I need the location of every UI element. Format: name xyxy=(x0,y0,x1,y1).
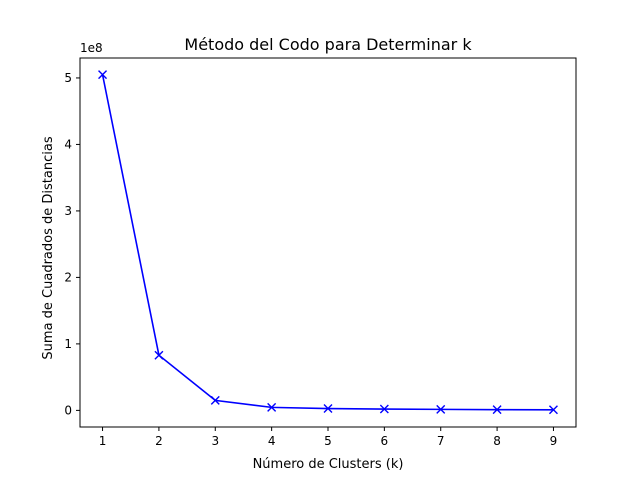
y-tick-label: 5 xyxy=(64,71,72,85)
x-tick-label: 2 xyxy=(155,434,163,448)
x-tick-label: 1 xyxy=(99,434,107,448)
y-tick-label: 0 xyxy=(64,403,72,417)
y-tick-label: 1 xyxy=(64,337,72,351)
axes-frame xyxy=(79,57,577,428)
chart-title: Método del Codo para Determinar k xyxy=(184,35,472,54)
y-tick-label: 3 xyxy=(64,204,72,218)
data-point-marker xyxy=(210,395,220,405)
y-axis-label: Suma de Cuadrados de Distancias xyxy=(41,136,56,359)
plot-area: 1 2 3 4 5 6 7 8 9 0 1 2 3 4 5 xyxy=(64,57,577,448)
data-point-marker xyxy=(323,404,333,414)
data-point-marker xyxy=(267,402,277,412)
x-tick-label: 3 xyxy=(211,434,219,448)
series-line xyxy=(101,74,554,411)
data-point-marker xyxy=(436,404,446,414)
x-tick-label: 7 xyxy=(437,434,445,448)
x-tick-label: 6 xyxy=(381,434,389,448)
x-tick-label: 4 xyxy=(268,434,276,448)
x-tick-label: 5 xyxy=(324,434,332,448)
data-point-marker xyxy=(548,405,558,415)
y-tick-label: 4 xyxy=(64,137,72,151)
data-point-marker xyxy=(492,405,502,415)
data-point-marker xyxy=(154,350,164,360)
x-tick-label: 8 xyxy=(493,434,501,448)
y-scale-label: 1e8 xyxy=(80,41,103,55)
x-axis-label: Número de Clusters (k) xyxy=(253,457,404,472)
data-point-marker xyxy=(98,70,108,80)
data-point-marker xyxy=(379,404,389,414)
y-tick-label: 2 xyxy=(64,270,72,284)
x-tick-label: 9 xyxy=(550,434,558,448)
